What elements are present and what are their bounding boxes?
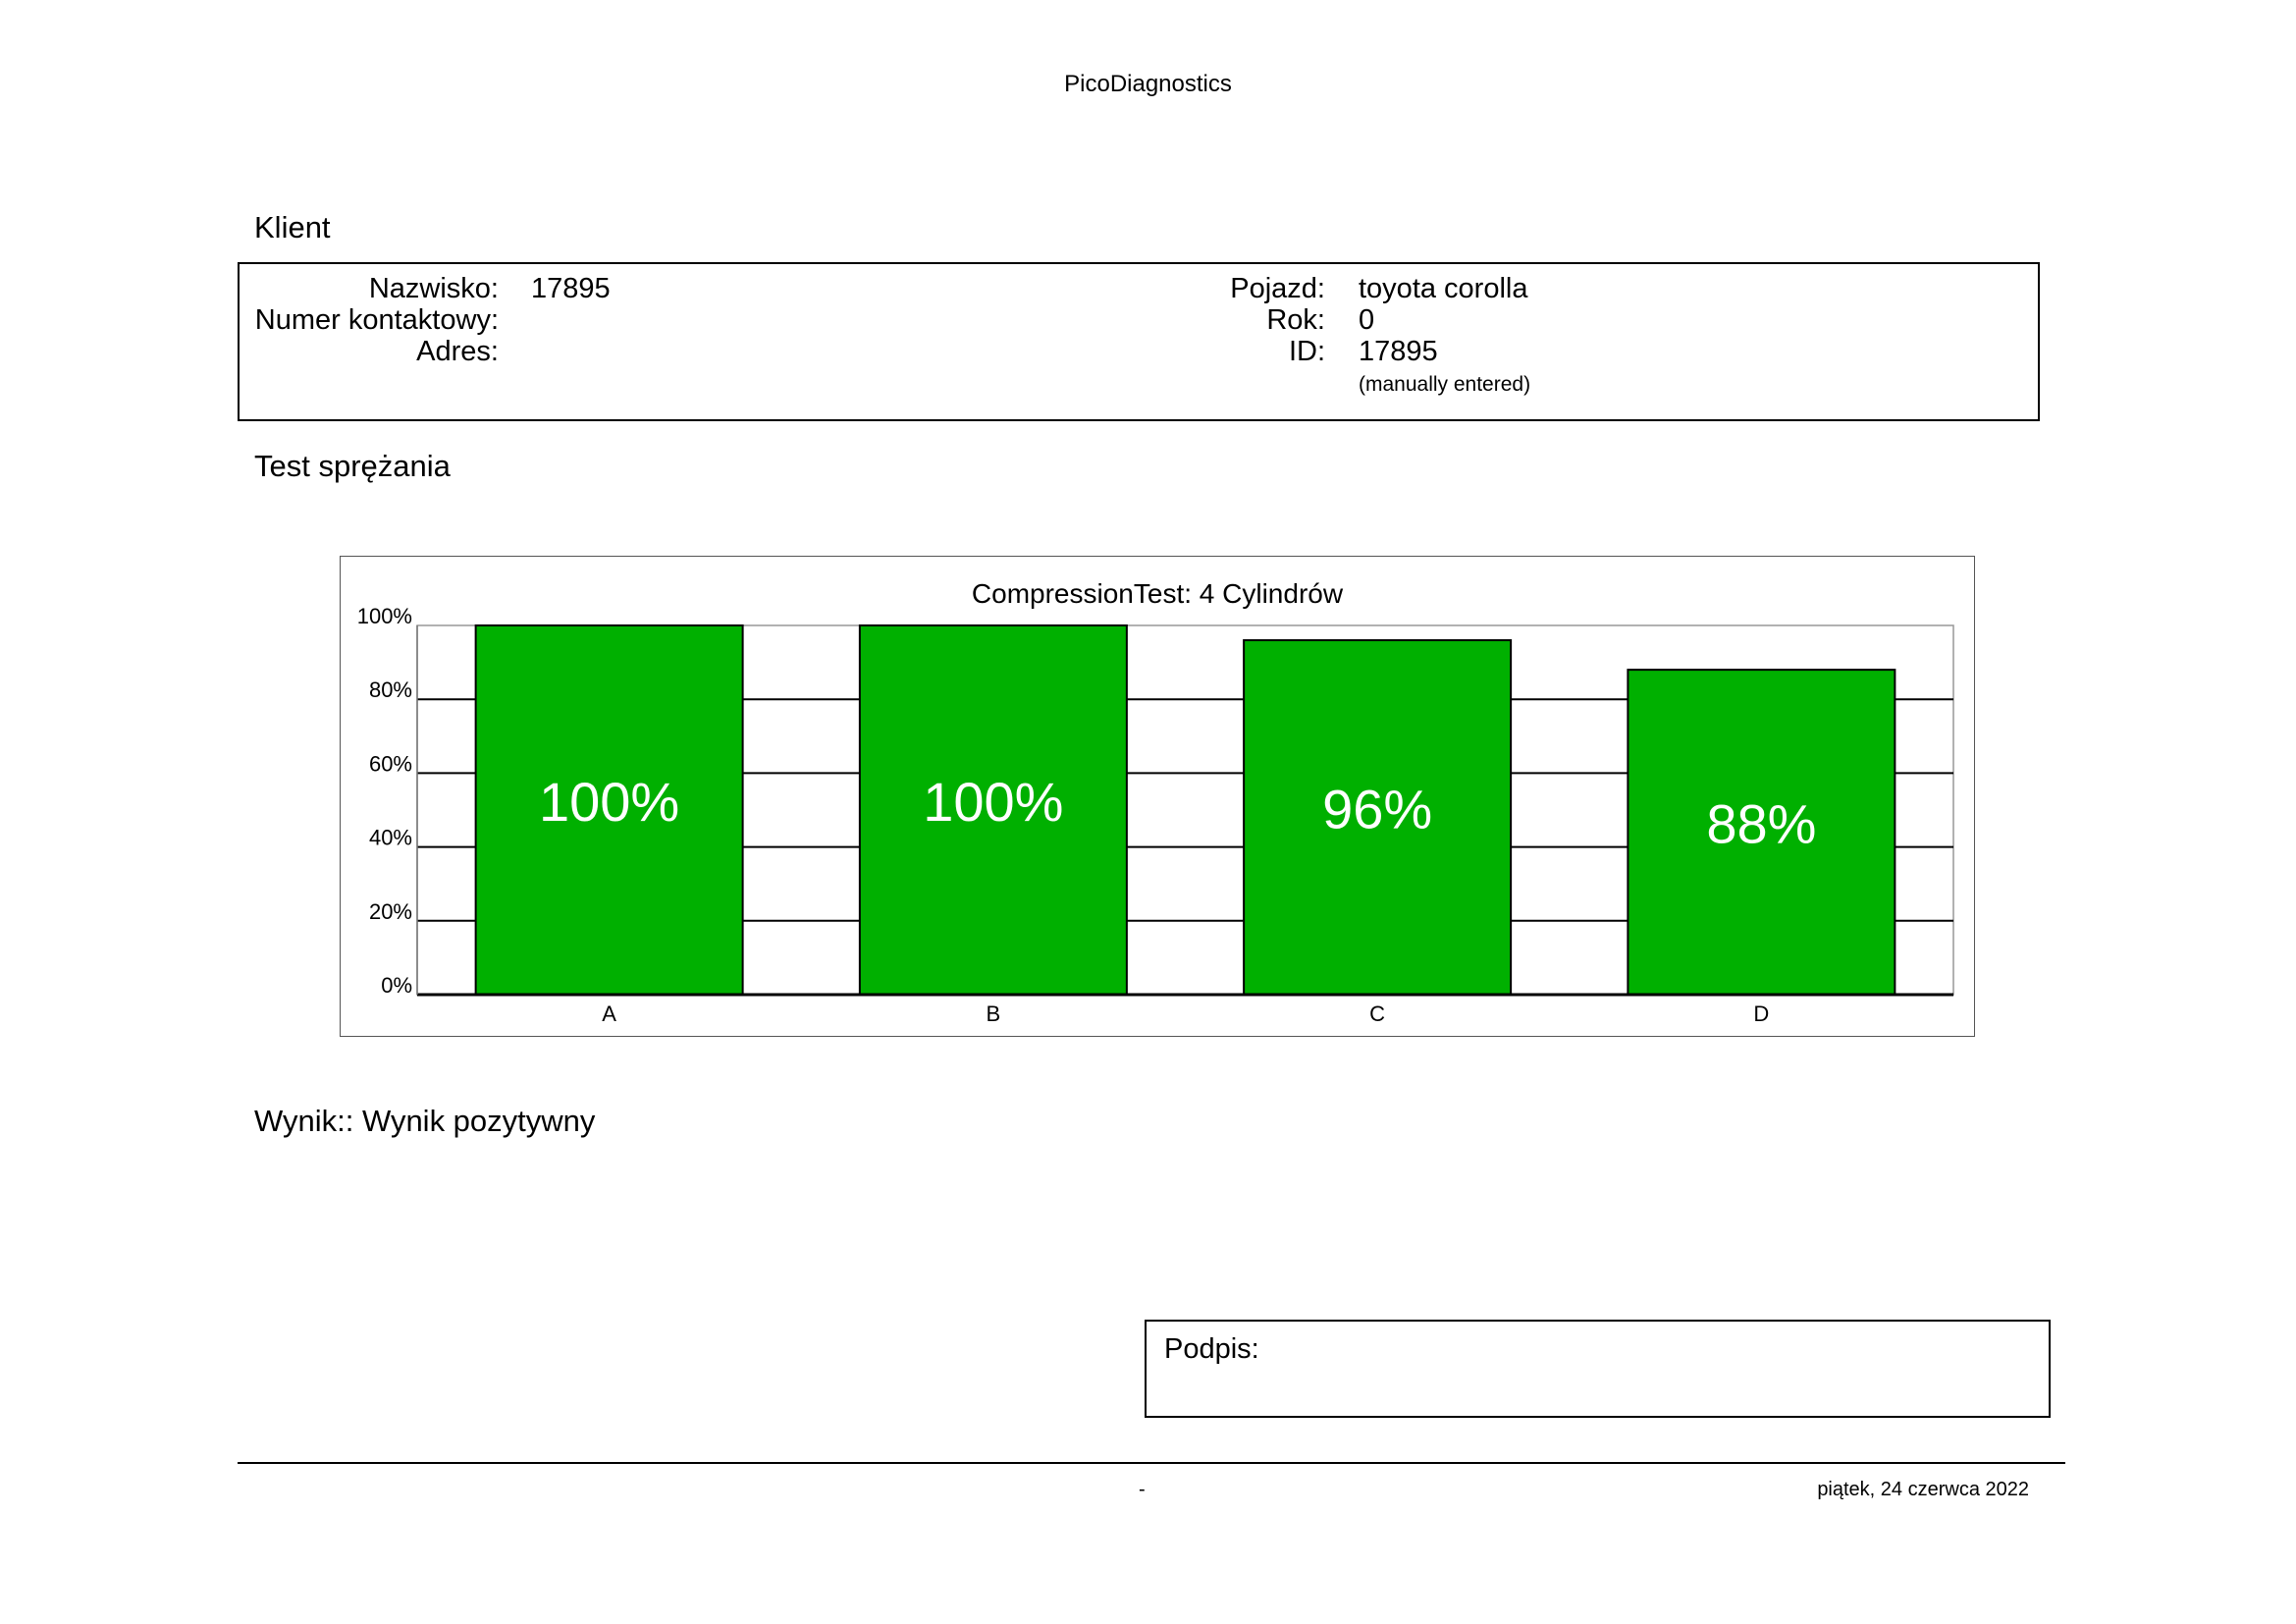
- footer-divider: [238, 1462, 2065, 1464]
- bar-data-label: 96%: [1322, 778, 1432, 839]
- bar-data-label: 88%: [1706, 792, 1816, 854]
- client-info-box: [238, 262, 2040, 421]
- test-section-title: Test sprężania: [254, 449, 451, 483]
- y-tick-label: 60%: [369, 751, 412, 776]
- year-label: Rok:: [1266, 304, 1325, 336]
- x-tick-label: B: [987, 1001, 1001, 1026]
- signature-box: Podpis:: [1145, 1320, 2051, 1418]
- surname-value: 17895: [531, 273, 611, 304]
- x-tick-label: D: [1753, 1001, 1769, 1026]
- y-tick-label: 100%: [357, 604, 412, 628]
- chart-bars: 100% 100% 96% 88%: [474, 624, 1896, 996]
- x-tick-label: A: [602, 1001, 616, 1026]
- address-label: Adres:: [416, 336, 499, 367]
- vehicle-value: toyota corolla: [1359, 273, 1528, 304]
- year-value: 0: [1359, 304, 1375, 336]
- bar-data-label: 100%: [923, 771, 1063, 833]
- result-text: Wynik:: Wynik pozytywny: [254, 1104, 596, 1138]
- bar: [474, 624, 744, 996]
- bar: [1627, 669, 1896, 996]
- chart-title: CompressionTest: 4 Cylindrów: [972, 578, 1344, 609]
- chart-axes: 0% 20% 40% 60% 80% 100% A B C D: [357, 604, 1953, 1026]
- bar: [1243, 639, 1513, 996]
- signature-label: Podpis:: [1164, 1333, 1259, 1365]
- surname-label: Nazwisko:: [368, 273, 499, 304]
- bar-data-label: 100%: [539, 771, 679, 833]
- footer-center-text: -: [1139, 1479, 1146, 1500]
- y-tick-label: 80%: [369, 677, 412, 702]
- compression-chart-frame: [340, 556, 1975, 1037]
- contact-number-label: Numer kontaktowy:: [254, 304, 499, 336]
- report-header-title: PicoDiagnostics: [1064, 71, 1232, 97]
- id-note: (manually entered): [1359, 373, 1531, 396]
- y-tick-label: 20%: [369, 899, 412, 924]
- x-tick-label: C: [1369, 1001, 1385, 1026]
- y-tick-label: 40%: [369, 826, 412, 850]
- bar: [858, 624, 1128, 996]
- id-value: 17895: [1359, 336, 1438, 367]
- vehicle-label: Pojazd:: [1230, 273, 1325, 304]
- y-tick-label: 0%: [381, 973, 412, 998]
- footer-date: piątek, 24 czerwca 2022: [1817, 1479, 2029, 1500]
- id-label: ID:: [1288, 336, 1325, 367]
- client-section-title: Klient: [254, 210, 331, 244]
